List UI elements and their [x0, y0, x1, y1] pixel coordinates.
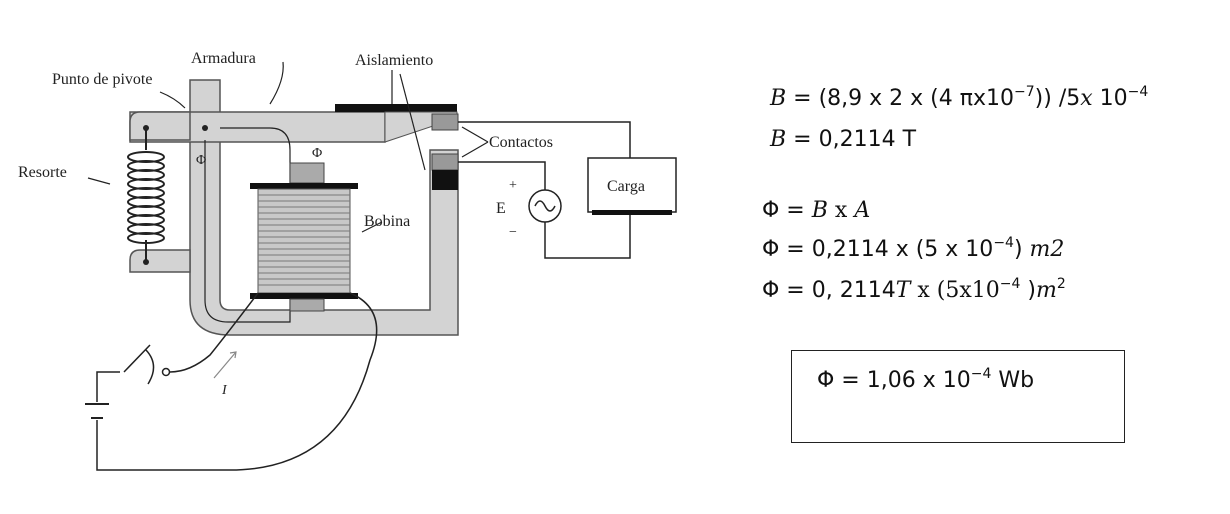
spring-coil	[127, 128, 165, 262]
switch-terminal	[161, 367, 171, 377]
label-armadura: Armadura	[191, 50, 256, 67]
battery	[85, 403, 109, 419]
label-punto-pivote: Punto de pivote	[52, 71, 152, 88]
label-resorte: Resorte	[18, 164, 67, 181]
pivot-point	[202, 125, 208, 131]
equation-phi-units: Φ = 0, 2114T x (5x10−4 )m2	[762, 276, 1066, 303]
label-bobina: Bobina	[364, 213, 410, 230]
contact-lower	[431, 153, 459, 171]
spring-mount	[129, 111, 191, 273]
label-carga: Carga	[607, 178, 645, 195]
equation-phi-result: Φ = 1,06 x 10−4 Wb	[817, 366, 1035, 393]
coil-bobina	[250, 162, 358, 312]
equation-b-result: B = 0,2114 T	[770, 127, 917, 152]
label-aislamiento: Aislamiento	[355, 52, 433, 69]
contact-upper	[431, 113, 459, 131]
equation-phi-definition: Φ = B x A	[762, 198, 871, 223]
coil-circuit	[96, 292, 378, 471]
equation-phi-substituted: Φ = 0,2114 x (5 x 10−4) m2	[762, 235, 1065, 262]
relay-diagram: Armadura Aislamiento Punto de pivote Con…	[18, 50, 677, 471]
leader-arrows	[87, 61, 489, 233]
insulation-strip	[335, 104, 457, 112]
label-plus: +	[509, 178, 517, 193]
load-circuit	[458, 121, 631, 259]
label-fuente-e: E	[496, 200, 506, 217]
label-phi-top: Φ	[312, 146, 322, 161]
label-contactos: Contactos	[489, 134, 553, 151]
label-minus: −	[509, 225, 517, 240]
current-arrow	[213, 351, 237, 379]
iron-core	[189, 79, 459, 336]
label-phi-left: Φ	[196, 153, 206, 168]
result-box	[791, 350, 1125, 443]
label-corriente: I	[221, 383, 228, 398]
equation-b-formula: B = (8,9 x 2 x (4 πx10−7)) /5x 10−4	[770, 84, 1149, 111]
